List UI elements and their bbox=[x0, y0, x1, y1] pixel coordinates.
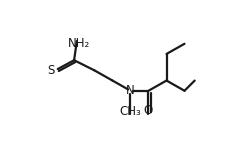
Text: CH₃: CH₃ bbox=[120, 105, 141, 118]
Text: N: N bbox=[126, 84, 135, 97]
Text: O: O bbox=[144, 104, 153, 117]
Text: S: S bbox=[47, 64, 54, 77]
Text: NH₂: NH₂ bbox=[68, 37, 90, 50]
